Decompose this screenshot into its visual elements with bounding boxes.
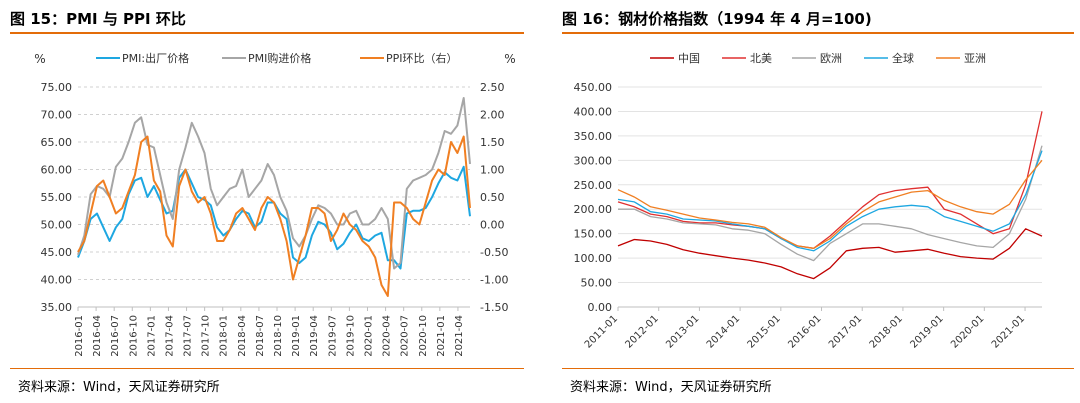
legend-label: 北美 <box>750 52 772 65</box>
y-tick-label: 70.00 <box>41 109 73 122</box>
y2-tick-label: 0.50 <box>480 191 505 204</box>
x-tick-label: 2021-01 <box>436 315 447 357</box>
chart-title: 图 15：PMI 与 PPI 环比 <box>10 10 186 28</box>
y-tick-label: 65.00 <box>41 136 73 149</box>
y2-tick-label: -1.00 <box>480 274 508 287</box>
chart-panel-right: 图 16：钢材价格指数（1994 年 4 月=100) 0.00 50.00 100… <box>552 0 1080 403</box>
x-tick-label: 2020-10 <box>418 315 429 357</box>
y2-tick-label: 2.50 <box>480 81 505 94</box>
source-note: 资料来源：Wind，天风证券研究所 <box>570 380 772 395</box>
x-tick-label: 2013-01 <box>664 313 701 350</box>
y-tick-label: 300.00 <box>574 154 613 167</box>
x-tick-label: 2018-04 <box>237 315 248 357</box>
pmi-ppi-line-chart: 35.00 40.00 45.00 50.00 55.00 60.00 65.00 70.00… <box>34 51 515 357</box>
y-tick-label: 50.00 <box>41 219 73 232</box>
x-tick-label: 2017-01 <box>827 313 864 350</box>
x-tick-label: 2020-04 <box>382 315 393 357</box>
y-tick-label: 75.00 <box>41 81 73 94</box>
series-line <box>617 228 1043 280</box>
series-line <box>618 145 1043 262</box>
x-tick-label: 2016-10 <box>128 315 139 357</box>
x-tick-label: 2018-10 <box>273 315 284 357</box>
y-tick-label: 150.00 <box>574 228 613 241</box>
series-line <box>77 97 471 270</box>
chart-panel-left: 图 15：PMI 与 PPI 环比 35.00 40.00 45.00 50.00 55… <box>0 0 530 403</box>
y-tick-label: 450.00 <box>574 81 613 94</box>
series-line <box>617 150 1043 252</box>
y2-tick-label: 1.00 <box>480 164 505 177</box>
x-tick-label: 2012-01 <box>623 313 660 350</box>
right-axis-unit: % <box>504 52 515 66</box>
y-tick-label: 60.00 <box>41 164 73 177</box>
legend-label: PPI环比（右） <box>386 51 458 65</box>
x-tick-label: 2018-01 <box>219 315 230 357</box>
y-tick-label: 350.00 <box>574 130 613 143</box>
source-divider <box>562 368 1074 369</box>
y2-tick-label: 0.00 <box>480 219 505 232</box>
x-tick-label: 2020-01 <box>363 315 374 357</box>
legend-label: PMI:出厂价格 <box>122 51 189 65</box>
legend-label: PMI购进价格 <box>248 51 311 65</box>
legend-label: 欧洲 <box>820 52 842 65</box>
x-tick-label: 2021-01 <box>990 313 1027 350</box>
series-line <box>617 159 1043 249</box>
y-tick-label: 200.00 <box>574 203 613 216</box>
title-divider <box>562 32 1074 34</box>
left-axis-unit: % <box>34 52 45 66</box>
y-tick-label: 40.00 <box>41 274 73 287</box>
x-tick-label: 2019-01 <box>291 315 302 357</box>
source-note: 资料来源：Wind，天风证券研究所 <box>18 380 220 395</box>
x-tick-label: 2016-01 <box>786 313 823 350</box>
x-tick-label: 2019-01 <box>908 313 945 350</box>
title-divider <box>10 32 524 34</box>
x-tick-label: 2017-10 <box>201 315 212 357</box>
x-tick-label: 2014-01 <box>705 313 742 350</box>
x-tick-label: 2018-07 <box>255 315 266 357</box>
legend-label: 中国 <box>678 52 700 65</box>
x-tick-label: 2019-10 <box>345 315 356 357</box>
y2-tick-label: 1.50 <box>480 136 505 149</box>
y2-tick-label: 2.00 <box>480 109 505 122</box>
x-tick-label: 2017-01 <box>146 315 157 357</box>
x-tick-label: 2021-04 <box>454 315 465 357</box>
x-tick-label: 2019-07 <box>327 315 338 357</box>
x-tick-label: 2016-01 <box>74 315 85 357</box>
y-tick-label: 400.00 <box>574 105 613 118</box>
x-tick-label: 2017-04 <box>164 315 175 357</box>
y2-tick-label: -0.50 <box>480 246 508 259</box>
series-line <box>77 135 471 297</box>
chart-title: 图 16：钢材价格指数（1994 年 4 月=100) <box>562 10 872 28</box>
x-tick-label: 2016-04 <box>92 315 103 357</box>
x-tick-label: 2020-01 <box>949 313 986 350</box>
y-tick-label: 50.00 <box>581 277 613 290</box>
y-tick-label: 45.00 <box>41 246 73 259</box>
x-tick-label: 2011-01 <box>583 313 620 350</box>
x-tick-label: 2018-01 <box>868 313 905 350</box>
x-tick-label: 2015-01 <box>746 313 783 350</box>
y-tick-label: 250.00 <box>574 179 613 192</box>
x-tick-label: 2017-07 <box>183 315 194 357</box>
legend-label: 全球 <box>892 51 914 65</box>
x-tick-label: 2016-07 <box>110 315 121 357</box>
y-tick-label: 100.00 <box>574 252 613 265</box>
y-tick-label: 55.00 <box>41 191 73 204</box>
series-line <box>617 111 1043 249</box>
steel-price-index-line-chart: 0.00 50.00 100.00 150.00 200.00 250.00 300.00 3… <box>574 51 1043 351</box>
x-tick-label: 2020-07 <box>400 315 411 357</box>
y2-tick-label: -1.50 <box>480 301 508 314</box>
legend-label: 亚洲 <box>964 52 986 65</box>
y-tick-label: 0.00 <box>588 301 613 314</box>
x-tick-label: 2019-04 <box>309 315 320 357</box>
y-tick-label: 35.00 <box>41 301 73 314</box>
source-divider <box>10 368 524 369</box>
